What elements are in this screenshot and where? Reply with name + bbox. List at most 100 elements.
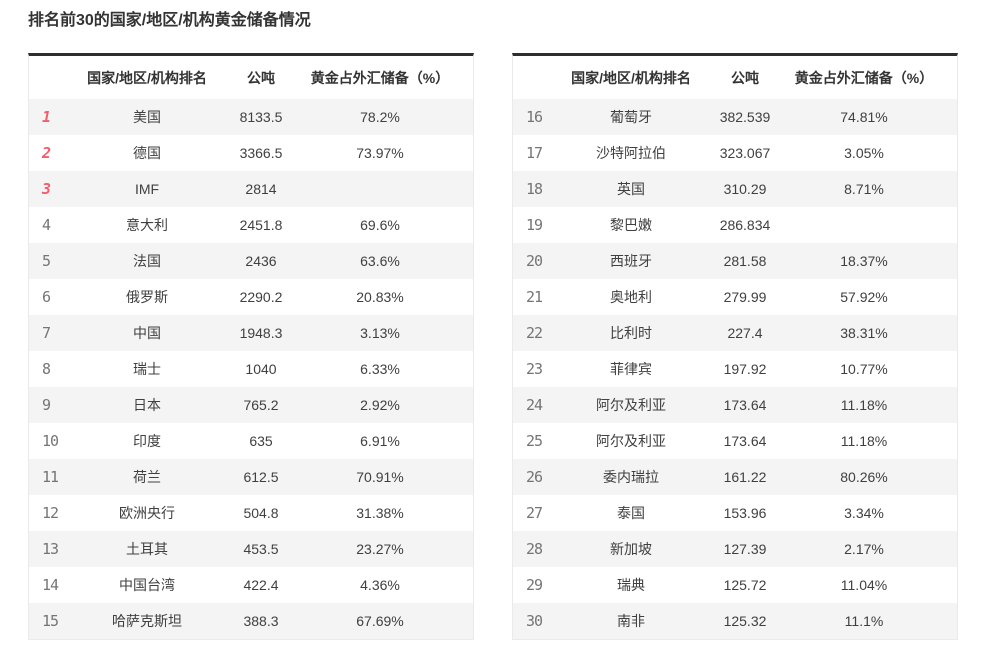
- rank-cell: 10: [42, 432, 59, 450]
- rank-cell: 8: [42, 360, 51, 378]
- table-row: 9 日本 765.2 2.92%: [29, 387, 473, 423]
- tons-cell: 125.32: [723, 613, 767, 629]
- country-cell: 荷兰: [133, 469, 161, 485]
- pct-cell: 69.6%: [360, 217, 400, 233]
- rank-cell: 24: [526, 396, 543, 414]
- pct-cell: 10.77%: [840, 361, 888, 377]
- table-row: 24 阿尔及利亚 173.64 11.18%: [513, 387, 957, 423]
- table-row: 27 泰国 153.96 3.34%: [513, 495, 957, 531]
- table-row: 15 哈萨克斯坦 388.3 67.69%: [29, 603, 473, 639]
- tons-cell: 197.92: [723, 361, 767, 377]
- tables-wrap: 国家/地区/机构排名 公吨 黄金占外汇储备（%） 1 美国 8133.5 78.2% 2…: [28, 53, 958, 640]
- rank-cell: 18: [526, 180, 543, 198]
- country-cell: 中国台湾: [119, 577, 175, 593]
- table-row: 10 印度 635 6.91%: [29, 423, 473, 459]
- country-cell: 委内瑞拉: [603, 469, 659, 485]
- rank-cell: 13: [42, 540, 59, 558]
- tons-cell: 286.834: [719, 217, 771, 233]
- table-row: 3 IMF 2814: [29, 171, 473, 207]
- rank-cell: 4: [42, 216, 51, 234]
- pct-column-header: 黄金占外汇储备（%）: [309, 56, 473, 99]
- country-cell: 菲律宾: [610, 361, 652, 377]
- tons-cell: 1040: [245, 361, 277, 377]
- pct-cell: 11.18%: [840, 397, 888, 413]
- tons-cell: 612.5: [243, 469, 279, 485]
- rank-cell: 25: [526, 432, 543, 450]
- rank-cell: 9: [42, 396, 51, 414]
- country-cell: 南非: [617, 613, 645, 629]
- rank-cell: 1: [42, 108, 51, 126]
- country-cell: 瑞典: [617, 577, 645, 593]
- country-cell: 黎巴嫩: [610, 217, 652, 233]
- country-cell: 欧洲央行: [119, 505, 175, 521]
- tons-cell: 8133.5: [239, 109, 283, 125]
- rank-cell: 17: [526, 144, 543, 162]
- table-row: 1 美国 8133.5 78.2%: [29, 99, 473, 135]
- pct-cell: 78.2%: [360, 109, 400, 125]
- country-cell: 日本: [133, 397, 161, 413]
- table-row: 12 欧洲央行 504.8 31.38%: [29, 495, 473, 531]
- country-cell: 阿尔及利亚: [596, 433, 666, 449]
- pct-cell: 63.6%: [360, 253, 400, 269]
- rank-cell: 2: [42, 144, 51, 162]
- tons-cell: 2290.2: [239, 289, 283, 305]
- pct-cell: 8.71%: [844, 181, 884, 197]
- pct-cell: 73.97%: [356, 145, 404, 161]
- tons-cell: 227.4: [727, 325, 763, 341]
- page-title: 排名前30的国家/地区/机构黄金储备情况: [28, 12, 311, 29]
- pct-cell: 57.92%: [840, 289, 888, 305]
- rank-cell: 12: [42, 504, 59, 522]
- rank-cell: 16: [526, 108, 543, 126]
- pct-cell: 11.1%: [844, 613, 884, 629]
- tons-cell: 3366.5: [239, 145, 283, 161]
- gold-reserves-table-left: 国家/地区/机构排名 公吨 黄金占外汇储备（%） 1 美国 8133.5 78.2% 2…: [28, 53, 474, 640]
- rank-cell: 23: [526, 360, 543, 378]
- pct-cell: 3.13%: [360, 325, 400, 341]
- country-cell: 土耳其: [126, 541, 168, 557]
- tons-column-header: 公吨: [213, 56, 309, 99]
- table-row: 23 菲律宾 197.92 10.77%: [513, 351, 957, 387]
- table-row: 22 比利时 227.4 38.31%: [513, 315, 957, 351]
- country-cell: 瑞士: [133, 361, 161, 377]
- country-cell: 意大利: [126, 217, 168, 233]
- country-cell: 法国: [133, 253, 161, 269]
- table-row: 2 德国 3366.5 73.97%: [29, 135, 473, 171]
- pct-cell: 20.83%: [356, 289, 404, 305]
- tons-cell: 504.8: [243, 505, 279, 521]
- rank-cell: 19: [526, 216, 543, 234]
- rank-cell: 6: [42, 288, 51, 306]
- country-cell: 英国: [617, 181, 645, 197]
- tons-cell: 635: [249, 433, 273, 449]
- tons-cell: 1948.3: [239, 325, 283, 341]
- country-column-header: 国家/地区/机构排名: [81, 56, 213, 99]
- tons-cell: 173.64: [723, 433, 767, 449]
- table-row: 20 西班牙 281.58 18.37%: [513, 243, 957, 279]
- rank-cell: 11: [42, 468, 59, 486]
- gold-table: 国家/地区/机构排名 公吨 黄金占外汇储备（%） 16 葡萄牙 382.539 74.…: [513, 56, 957, 639]
- rank-column-header: [513, 56, 565, 99]
- table-row: 11 荷兰 612.5 70.91%: [29, 459, 473, 495]
- pct-cell: [793, 207, 957, 243]
- table-row: 18 英国 310.29 8.71%: [513, 171, 957, 207]
- tons-cell: 161.22: [723, 469, 767, 485]
- pct-cell: 38.31%: [840, 325, 888, 341]
- pct-cell: 3.05%: [844, 145, 884, 161]
- pct-cell: 31.38%: [356, 505, 404, 521]
- table-row: 5 法国 2436 63.6%: [29, 243, 473, 279]
- pct-cell: 23.27%: [356, 541, 404, 557]
- tons-cell: 422.4: [243, 577, 279, 593]
- country-cell: 德国: [133, 145, 161, 161]
- country-cell: 比利时: [610, 325, 652, 341]
- tons-cell: 388.3: [243, 613, 279, 629]
- table-row: 21 奥地利 279.99 57.92%: [513, 279, 957, 315]
- rank-cell: 27: [526, 504, 543, 522]
- table-row: 25 阿尔及利亚 173.64 11.18%: [513, 423, 957, 459]
- country-cell: 美国: [133, 109, 161, 125]
- tons-cell: 765.2: [243, 397, 279, 413]
- table-row: 7 中国 1948.3 3.13%: [29, 315, 473, 351]
- tons-cell: 453.5: [243, 541, 279, 557]
- table-row: 26 委内瑞拉 161.22 80.26%: [513, 459, 957, 495]
- gold-reserves-table-right: 国家/地区/机构排名 公吨 黄金占外汇储备（%） 16 葡萄牙 382.539 74.…: [512, 53, 958, 640]
- rank-cell: 28: [526, 540, 543, 558]
- country-cell: 印度: [133, 433, 161, 449]
